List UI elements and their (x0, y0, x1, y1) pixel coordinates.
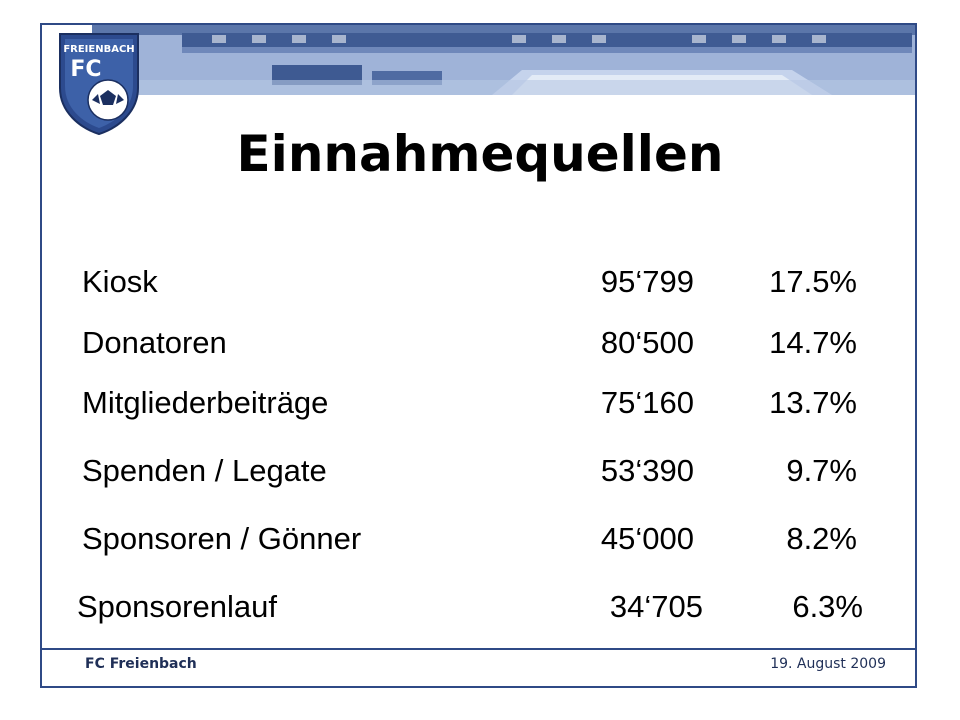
slide-title: Einnahmequellen (236, 125, 724, 183)
row-label: Kiosk (82, 264, 158, 299)
svg-text:FREIENBACH: FREIENBACH (63, 44, 134, 55)
row-percent: 9.7% (786, 453, 857, 488)
income-row-mitgliederbeitraege: Mitgliederbeiträge 75‘160 13.7% (0, 385, 960, 429)
row-amount: 75‘160 (600, 385, 694, 420)
row-amount: 53‘390 (600, 453, 694, 488)
income-row-donatoren: Donatoren 80‘500 14.7% (0, 325, 960, 369)
fc-freienbach-logo: FREIENBACH FC (56, 30, 142, 136)
footer-divider (40, 648, 917, 650)
svg-text:FC: FC (70, 57, 101, 82)
row-amount: 95‘799 (600, 264, 694, 299)
row-amount: 45‘000 (600, 521, 694, 556)
slide-frame (40, 23, 917, 688)
row-label: Sponsoren / Gönner (82, 521, 362, 556)
row-percent: 17.5% (769, 264, 857, 299)
row-label: Sponsorenlauf (77, 589, 277, 624)
row-percent: 14.7% (769, 325, 857, 360)
income-row-spenden-legate: Spenden / Legate 53‘390 9.7% (0, 453, 960, 497)
stadium-banner-image (92, 25, 915, 95)
row-percent: 13.7% (769, 385, 857, 420)
row-label: Spenden / Legate (82, 453, 327, 488)
row-amount: 80‘500 (600, 325, 694, 360)
row-label: Donatoren (82, 325, 227, 360)
income-row-sponsoren-goenner: Sponsoren / Gönner 45‘000 8.2% (0, 521, 960, 565)
income-row-kiosk: Kiosk 95‘799 17.5% (0, 264, 960, 308)
income-row-sponsorenlauf: Sponsorenlauf 34‘705 6.3% (0, 589, 960, 633)
row-percent: 8.2% (786, 521, 857, 556)
footer-date: 19. August 2009 (770, 656, 886, 672)
row-amount: 34‘705 (609, 589, 703, 624)
row-label: Mitgliederbeiträge (82, 385, 329, 420)
row-percent: 6.3% (792, 589, 863, 624)
footer-club-name: FC Freienbach (85, 656, 197, 672)
